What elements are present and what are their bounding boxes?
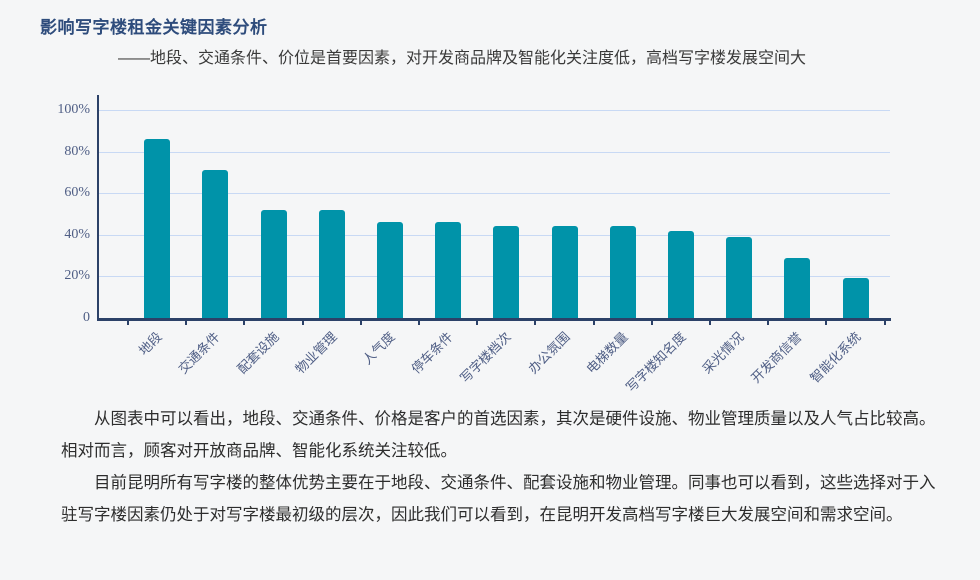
- bar: [493, 226, 520, 318]
- axis-tick: [592, 321, 595, 325]
- y-axis-line: [97, 95, 99, 321]
- bar: [144, 139, 171, 318]
- bar: [667, 230, 694, 318]
- y-axis-label: 80%: [64, 143, 90, 159]
- gridline: [98, 151, 890, 153]
- bar: [202, 170, 229, 318]
- axis-tick: [127, 321, 129, 325]
- axis-tick: [476, 321, 479, 325]
- bar-chart: 100% 80% 60% 40% 20% 0 地段 交通条件 配套设施 物业管理 人气度 停车条件写…: [0, 95, 980, 395]
- y-axis-label: 40%: [64, 226, 90, 242]
- analysis-paragraph-1: 从图表中可以看出，地段、交通条件、价格是客户的首选因素，其次是硬件设施、物业管理…: [61, 410, 936, 460]
- bar: [435, 222, 462, 318]
- analysis-text: 从图表中可以看出，地段、交通条件、价格是客户的首选因素，其次是硬件设施、物业管理…: [61, 403, 937, 531]
- x-axis-label: 智能化系统: [806, 329, 864, 386]
- x-axis-line: [97, 318, 891, 321]
- x-axis-label: 停车条件: [408, 329, 456, 377]
- bar: [842, 278, 869, 318]
- x-axis-label: 交通条件: [175, 329, 224, 377]
- bar: [551, 226, 578, 318]
- bar: [726, 236, 753, 318]
- axis-tick: [650, 321, 653, 325]
- axis-tick: [883, 321, 886, 325]
- y-axis-label: 0: [83, 310, 90, 325]
- x-axis-label: 办公氛围: [524, 329, 573, 377]
- x-axis-label: 电梯数量: [583, 329, 631, 377]
- axis-tick: [534, 321, 537, 325]
- bar: [784, 257, 811, 318]
- x-axis-label: 采光情况: [699, 329, 747, 377]
- axis-tick: [709, 321, 711, 325]
- page-title: 影响写字楼租金关键因素分析: [40, 18, 268, 37]
- bar: [318, 209, 345, 318]
- y-axis-label: 100%: [57, 102, 90, 117]
- x-axis-label: 配套设施: [233, 329, 282, 377]
- axis-tick: [359, 321, 362, 325]
- page-subtitle: ——地段、交通条件、价位是首要因素，对开发商品牌及智能化关注度低，高档写字楼发展…: [118, 50, 807, 67]
- gridline: [98, 110, 890, 111]
- bar: [376, 222, 403, 318]
- x-axis-label: 地段: [135, 329, 165, 359]
- axis-tick: [301, 321, 304, 325]
- axis-tick: [185, 321, 188, 325]
- bar: [260, 209, 287, 318]
- x-axis-label: 开发商信誉: [748, 329, 806, 386]
- gridline: [98, 193, 890, 195]
- bar: [609, 226, 636, 318]
- axis-tick: [825, 321, 828, 325]
- x-axis-label: 写字楼知名度: [622, 329, 689, 395]
- y-axis-label: 20%: [64, 268, 90, 284]
- axis-tick: [767, 321, 770, 325]
- axis-tick: [418, 321, 420, 325]
- x-axis-label: 物业管理: [292, 329, 340, 377]
- axis-tick: [243, 321, 246, 325]
- x-axis-label: 写字楼档次: [457, 329, 515, 386]
- x-axis-label: 人气度: [359, 329, 398, 368]
- y-axis-label: 60%: [64, 185, 90, 201]
- analysis-paragraph-2: 目前昆明所有写字楼的整体优势主要在于地段、交通条件、配套设施和物业管理。同事也可…: [61, 474, 936, 524]
